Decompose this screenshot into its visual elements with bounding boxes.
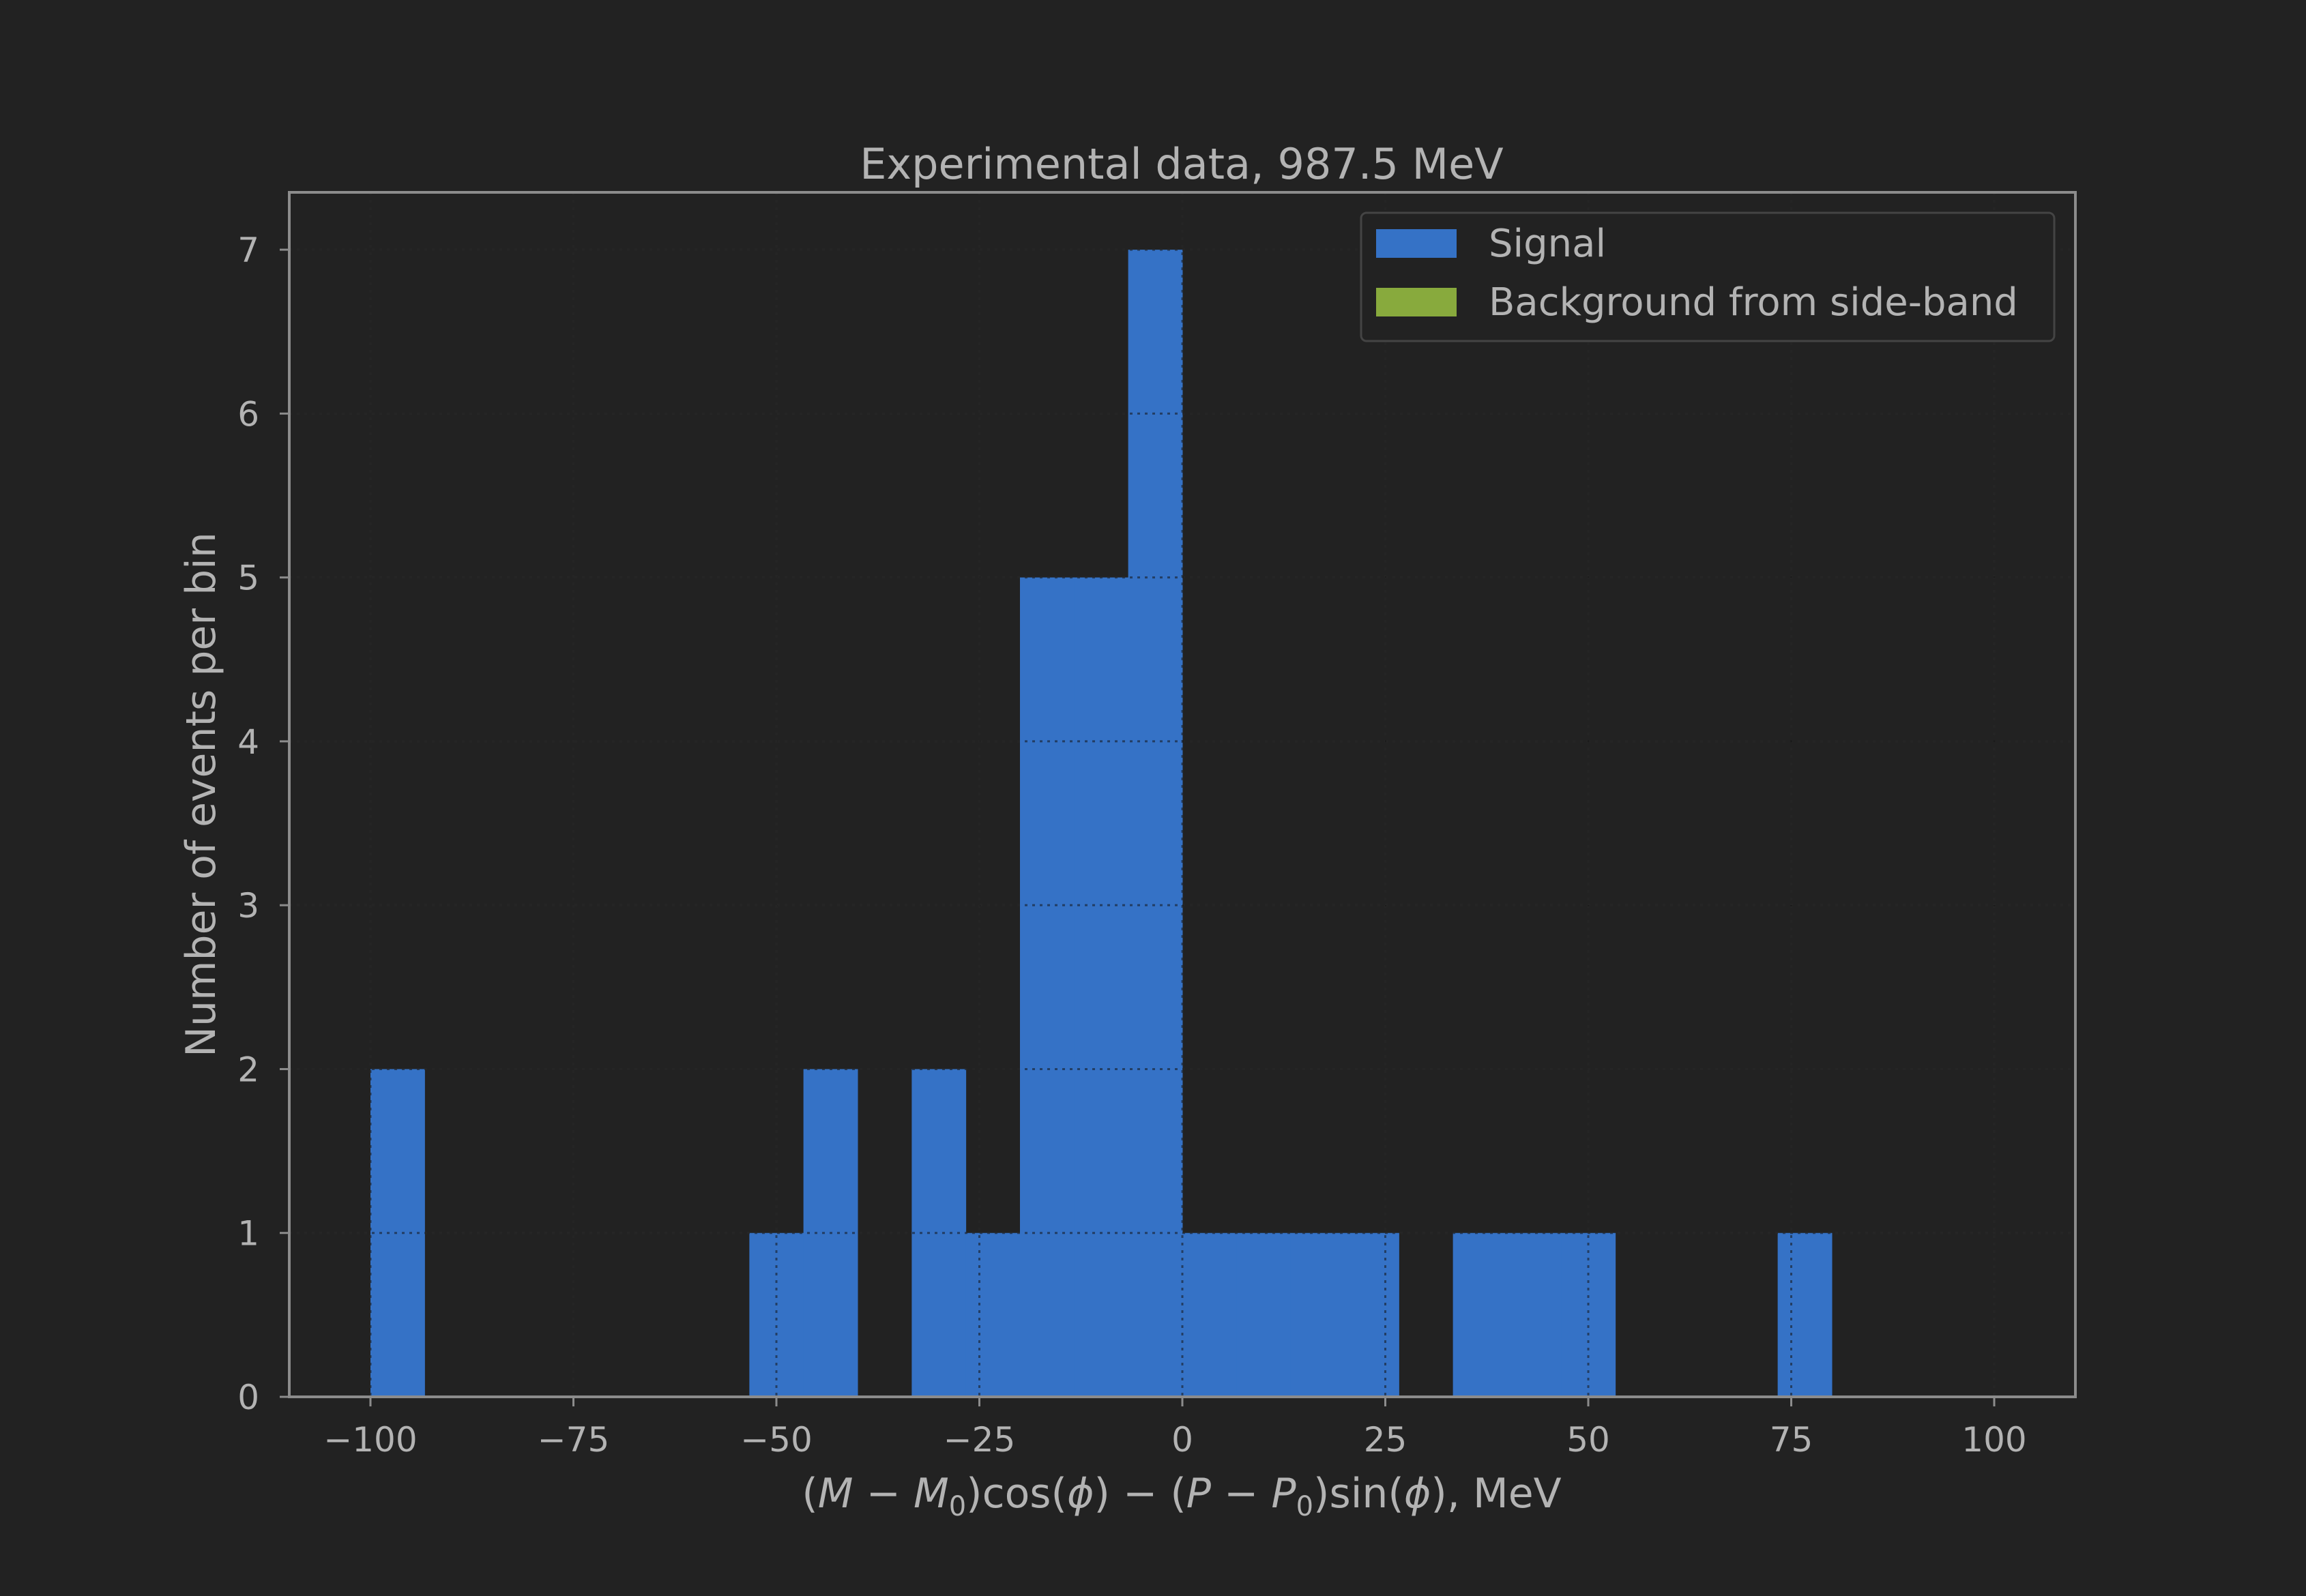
histogram-bar bbox=[1507, 1233, 1562, 1397]
x-tick-label: −75 bbox=[538, 1420, 610, 1460]
histogram-bar bbox=[1182, 1233, 1237, 1397]
histogram-bar bbox=[1074, 578, 1128, 1397]
x-tick-label: 75 bbox=[1770, 1420, 1813, 1460]
legend-label-background: Background from side-band bbox=[1489, 280, 2018, 325]
chart-title: Experimental data, 987.5 MeV bbox=[860, 139, 1503, 189]
histogram-bar bbox=[1020, 578, 1075, 1397]
histogram-bar bbox=[370, 1069, 425, 1397]
histogram-bar bbox=[1453, 1233, 1508, 1397]
y-tick-label: 2 bbox=[237, 1050, 259, 1089]
histogram-bar bbox=[1291, 1233, 1345, 1397]
y-axis-label: Number of events per bin bbox=[177, 532, 225, 1057]
y-tick-label: 3 bbox=[237, 886, 259, 926]
x-tick-label: 100 bbox=[1961, 1420, 2026, 1460]
legend: Signal Background from side-band bbox=[1361, 213, 2054, 341]
y-tick-label: 7 bbox=[237, 231, 259, 270]
histogram-bar bbox=[966, 1233, 1021, 1397]
x-tick-label: −25 bbox=[944, 1420, 1016, 1460]
x-tick-label: −50 bbox=[740, 1420, 813, 1460]
y-tick-label: 4 bbox=[237, 722, 259, 762]
x-tick-label: 0 bbox=[1171, 1420, 1193, 1460]
histogram-bar bbox=[1345, 1233, 1399, 1397]
legend-swatch-signal bbox=[1376, 229, 1457, 258]
legend-label-signal: Signal bbox=[1489, 222, 1606, 266]
x-tick-label: 25 bbox=[1364, 1420, 1407, 1460]
y-tick-label: 5 bbox=[237, 559, 259, 598]
histogram-bar bbox=[1778, 1233, 1833, 1397]
y-tick-label: 0 bbox=[237, 1378, 259, 1417]
x-axis-label: (M − M0)cos(ϕ) − (P − P0)sin(ϕ), MeV bbox=[802, 1470, 1561, 1522]
legend-swatch-background bbox=[1376, 288, 1457, 316]
y-tick-label: 1 bbox=[237, 1214, 259, 1254]
histogram-bar bbox=[1128, 250, 1183, 1397]
y-tick-label: 6 bbox=[237, 394, 259, 434]
x-tick-label: 50 bbox=[1566, 1420, 1610, 1460]
x-tick-label: −100 bbox=[323, 1420, 417, 1460]
histogram-bar bbox=[1236, 1233, 1291, 1397]
